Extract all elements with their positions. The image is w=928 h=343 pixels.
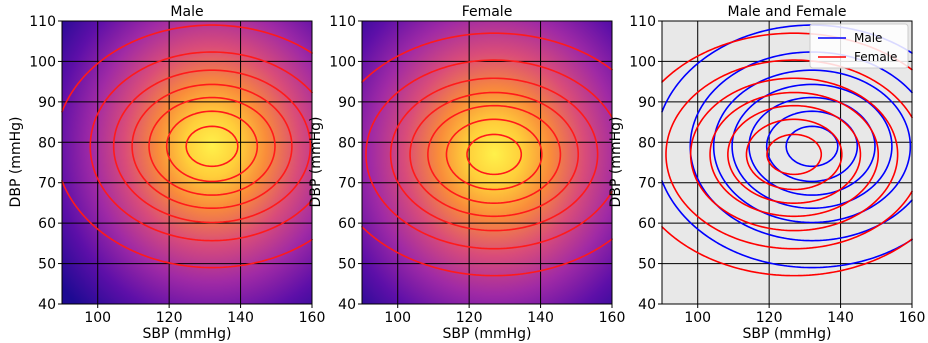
y-tick-label: 90 <box>338 95 356 111</box>
x-tick-label: 120 <box>756 310 783 326</box>
contour-line-level-2 <box>89 51 313 242</box>
contour-line-female-4 <box>709 91 880 218</box>
y-tick-label: 50 <box>638 257 656 273</box>
female-ticks: 100 120 140 160 40 50 60 70 80 90 100 110 <box>329 14 625 326</box>
y-tick-label: 70 <box>38 176 56 192</box>
contour-line-level-2 <box>365 59 613 250</box>
x-tick-label: 120 <box>156 310 183 326</box>
contour-line-level-1 <box>361 32 613 277</box>
male-axes-frame <box>61 20 313 305</box>
combined-y-axis-label: DBP (mmHg) <box>608 117 624 208</box>
y-tick-label: 40 <box>638 297 656 313</box>
contour-line-level-3 <box>112 69 312 224</box>
x-tick-label: 140 <box>227 310 254 326</box>
y-tick-label: 110 <box>629 14 656 30</box>
y-tick-label: 70 <box>638 176 656 192</box>
y-tick-label: 60 <box>338 216 356 232</box>
contour-line-female-3 <box>689 77 899 232</box>
contour-line-male-4 <box>731 83 893 210</box>
panel-female: 100 120 140 160 40 50 60 70 80 90 100 110 Female SB… <box>308 4 625 342</box>
contour-line-level-6 <box>165 110 259 183</box>
contour-line-level-4 <box>131 83 293 210</box>
contour-line-female-5 <box>727 104 862 204</box>
female-panel-title: Female <box>462 4 513 20</box>
y-tick-label: 110 <box>29 14 56 30</box>
y-tick-label: 60 <box>638 216 656 232</box>
contour-line-level-7 <box>185 125 239 168</box>
male-density-fill <box>62 21 312 304</box>
female-density-fill <box>362 21 612 304</box>
contour-line-female-7 <box>766 133 823 176</box>
male-ticks: 100 120 140 160 40 50 60 70 80 90 100 110 <box>29 14 325 326</box>
contour-line-female-6 <box>745 118 843 191</box>
x-tick-label: 160 <box>299 310 326 326</box>
y-tick-label: 80 <box>638 135 656 151</box>
legend: Male Female <box>809 23 909 69</box>
x-tick-label: 160 <box>599 310 626 326</box>
male-panel-title: Male <box>170 4 203 20</box>
y-tick-label: 60 <box>38 216 56 232</box>
y-tick-label: 40 <box>338 297 356 313</box>
female-axes-frame <box>361 20 613 305</box>
contour-line-level-4 <box>409 91 580 218</box>
x-tick-label: 120 <box>456 310 483 326</box>
y-tick-label: 80 <box>38 135 56 151</box>
combined-x-axis-label: SBP (mmHg) <box>743 326 832 342</box>
y-tick-label: 50 <box>338 257 356 273</box>
x-tick-label: 160 <box>899 310 926 326</box>
contour-line-level-5 <box>148 96 276 196</box>
contour-line-level-7 <box>466 133 523 176</box>
male-x-axis-label: SBP (mmHg) <box>143 326 232 342</box>
contour-line-level-3 <box>389 77 599 232</box>
x-tick-label: 100 <box>684 310 711 326</box>
y-tick-label: 90 <box>638 95 656 111</box>
x-tick-label: 100 <box>384 310 411 326</box>
legend-label-female: Female <box>854 50 897 64</box>
panel-male-and-female: 100 120 140 160 40 50 60 70 80 90 100 110 Male and … <box>608 4 925 342</box>
panel-male: 100 120 140 160 40 50 60 70 80 90 100 110 Male SBP … <box>8 4 325 342</box>
combined-axes-frame <box>661 20 913 305</box>
male-y-axis-label: DBP (mmHg) <box>8 117 24 208</box>
combined-panel-title: Male and Female <box>727 4 846 20</box>
x-tick-label: 140 <box>827 310 854 326</box>
combined-ticks: 100 120 140 160 40 50 60 70 80 90 100 110 <box>629 14 925 326</box>
y-tick-label: 50 <box>38 257 56 273</box>
x-tick-label: 140 <box>527 310 554 326</box>
x-tick-label: 100 <box>84 310 111 326</box>
contour-line-female-2 <box>665 59 913 250</box>
legend-label-male: Male <box>854 31 882 45</box>
contour-line-level-1 <box>61 24 313 269</box>
y-tick-label: 100 <box>629 54 656 70</box>
y-tick-label: 40 <box>38 297 56 313</box>
female-contours <box>361 32 613 277</box>
male-contours <box>61 24 313 269</box>
y-tick-label: 100 <box>329 54 356 70</box>
contour-line-level-5 <box>427 104 562 204</box>
y-tick-label: 90 <box>38 95 56 111</box>
contour-line-level-6 <box>445 118 543 191</box>
female-y-axis-label: DBP (mmHg) <box>308 117 324 208</box>
female-x-axis-label: SBP (mmHg) <box>443 326 532 342</box>
y-tick-label: 80 <box>338 135 356 151</box>
y-tick-label: 70 <box>338 176 356 192</box>
y-tick-label: 100 <box>29 54 56 70</box>
y-tick-label: 110 <box>329 14 356 30</box>
